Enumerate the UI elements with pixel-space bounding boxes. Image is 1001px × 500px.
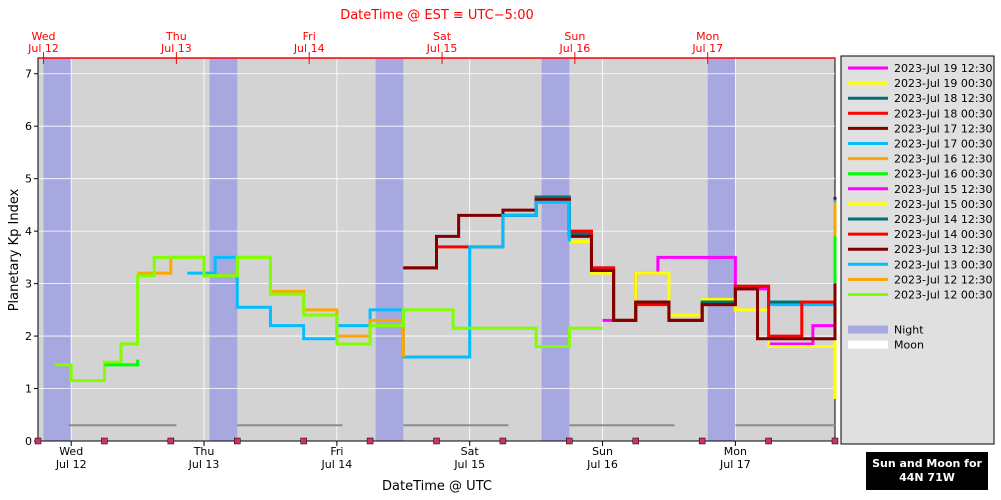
y-tick-label: 4 xyxy=(25,225,32,238)
y-tick-label: 6 xyxy=(25,120,32,133)
y-axis-label: Planetary Kp Index xyxy=(7,188,22,311)
y-tick-label: 7 xyxy=(25,68,32,81)
y-tick-label: 1 xyxy=(25,383,32,396)
night-band xyxy=(541,58,570,441)
legend-label: 2023-Jul 14 00:30 xyxy=(894,228,993,241)
x-tick-label-day: Sun xyxy=(592,445,613,458)
x-tick-label-date: Jul 17 xyxy=(719,458,751,471)
axis-marker xyxy=(499,437,507,445)
night-band xyxy=(43,58,72,441)
series-line xyxy=(104,359,140,367)
series-line xyxy=(187,200,571,359)
x-axis-label: DateTime @ UTC xyxy=(382,479,492,494)
x-tick-label-date: Jul 15 xyxy=(453,458,485,471)
top-x-tick-label-day: Mon xyxy=(696,30,719,43)
legend-label: 2023-Jul 15 12:30 xyxy=(894,183,993,196)
top-x-tick-label-date: Jul 16 xyxy=(558,42,590,55)
top-x-tick-label-date: Jul 14 xyxy=(293,42,325,55)
top-x-tick-label-date: Jul 15 xyxy=(426,42,458,55)
axis-marker xyxy=(366,437,374,445)
top-x-tick-label-day: Fri xyxy=(303,30,316,43)
axis-marker xyxy=(698,437,706,445)
legend-night-swatch xyxy=(848,325,888,334)
x-tick-label-date: Jul 13 xyxy=(188,458,220,471)
top-x-tick-label-date: Jul 13 xyxy=(160,42,192,55)
axis-marker xyxy=(765,437,772,445)
y-axis: 0 1 2 3 4 5 6 7 xyxy=(25,58,39,448)
x-tick-label-day: Fri xyxy=(330,445,343,458)
top-x-tick-label-day: Sat xyxy=(433,30,452,43)
night-bands xyxy=(43,58,736,441)
legend-label: 2023-Jul 18 00:30 xyxy=(894,107,993,120)
series-line xyxy=(403,198,837,341)
y-tick-label: 5 xyxy=(25,173,32,186)
legend-moon-label: Moon xyxy=(894,339,924,352)
x-tick-label-date: Jul 14 xyxy=(320,458,352,471)
axis-marker xyxy=(433,437,440,445)
series-lines xyxy=(54,195,837,400)
badge-line-1: Sun and Moon for xyxy=(872,457,982,470)
chart-title: DateTime @ EST ≡ UTC−5:00 xyxy=(340,8,534,23)
top-x-tick-label-day: Wed xyxy=(32,30,56,43)
legend-label: 2023-Jul 16 00:30 xyxy=(894,168,993,181)
sun-moon-location-badge: Sun and Moon for 44N 71W xyxy=(866,452,988,490)
legend-label: 2023-Jul 13 12:30 xyxy=(894,243,993,256)
legend-label: 2023-Jul 17 12:30 xyxy=(894,122,993,135)
legend-label: 2023-Jul 13 00:30 xyxy=(894,258,993,271)
axis-marker xyxy=(632,437,639,445)
legend-label: 2023-Jul 19 00:30 xyxy=(894,77,993,90)
y-tick-label: 2 xyxy=(25,330,32,343)
legend-label: 2023-Jul 12 12:30 xyxy=(894,273,993,286)
y-tick-label: 0 xyxy=(25,435,32,448)
axis-marker xyxy=(101,437,108,445)
legend-label: 2023-Jul 15 00:30 xyxy=(894,198,993,211)
night-band xyxy=(707,58,736,441)
night-band xyxy=(209,58,238,441)
legend-moon-swatch xyxy=(848,340,888,349)
x-tick-label-day: Wed xyxy=(59,445,83,458)
x-tick-label-date: Jul 16 xyxy=(586,458,618,471)
axis-marker xyxy=(167,437,175,445)
night-band xyxy=(375,58,404,441)
axis-marker xyxy=(300,437,307,445)
top-x-tick-label-day: Sun xyxy=(564,30,585,43)
axis-marker xyxy=(831,437,839,445)
top-x-tick-label-date: Jul 17 xyxy=(691,42,723,55)
legend-night-label: Night xyxy=(894,324,924,337)
badge-line-2: 44N 71W xyxy=(899,471,955,484)
x-tick-label-day: Thu xyxy=(193,445,215,458)
top-x-tick-label-day: Thu xyxy=(165,30,187,43)
legend-label: 2023-Jul 19 12:30 xyxy=(894,62,993,75)
legend-label: 2023-Jul 18 12:30 xyxy=(894,92,993,105)
axis-marker xyxy=(34,437,42,445)
x-tick-label-day: Mon xyxy=(724,445,747,458)
x-tick-label-date: Jul 12 xyxy=(55,458,87,471)
legend-label: 2023-Jul 17 00:30 xyxy=(894,138,993,151)
legend-label: 2023-Jul 12 00:30 xyxy=(894,289,993,302)
legend-label: 2023-Jul 16 12:30 xyxy=(894,153,993,166)
axis-marker xyxy=(234,437,241,445)
legend: 2023-Jul 19 12:30 2023-Jul 19 00:30 2023-J… xyxy=(848,62,993,352)
axis-marker xyxy=(566,437,573,445)
x-tick-label-day: Sat xyxy=(461,445,480,458)
legend-label: 2023-Jul 14 12:30 xyxy=(894,213,993,226)
y-tick-label: 3 xyxy=(25,278,32,291)
series-line xyxy=(54,255,603,383)
top-x-tick-label-date: Jul 12 xyxy=(27,42,59,55)
